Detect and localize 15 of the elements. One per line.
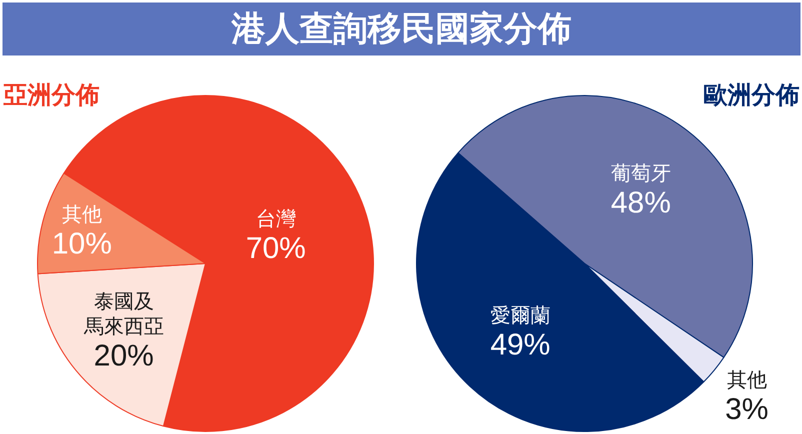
- text: 港人查詢移民國家分佈: [230, 10, 572, 48]
- chart-title: 亞洲分佈: [2, 82, 100, 109]
- data-label: 3%: [725, 392, 768, 426]
- slice-label: 其他: [62, 204, 102, 226]
- data-label: 49%: [490, 328, 550, 362]
- slice-label: 愛爾蘭: [490, 304, 550, 327]
- slice-label: 其他: [726, 369, 767, 392]
- data-label: 70%: [246, 232, 306, 265]
- slice-label: 台灣: [256, 208, 296, 230]
- slice-label: 葡萄牙: [610, 162, 671, 185]
- data-label: 10%: [52, 228, 112, 261]
- chart-title: 歐洲分佈: [704, 82, 800, 109]
- data-label: 20%: [94, 339, 154, 372]
- data-label: 48%: [610, 186, 671, 220]
- slice-label: 泰國及馬來西亞: [82, 290, 164, 338]
